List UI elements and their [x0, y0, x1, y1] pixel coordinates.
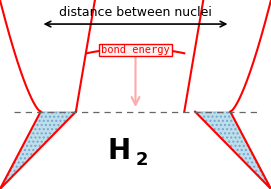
- Text: bond energy: bond energy: [101, 45, 170, 55]
- Text: H: H: [108, 137, 131, 165]
- Text: 2: 2: [136, 151, 149, 169]
- Bar: [99, 44, 172, 56]
- Text: distance between nuclei: distance between nuclei: [59, 5, 212, 19]
